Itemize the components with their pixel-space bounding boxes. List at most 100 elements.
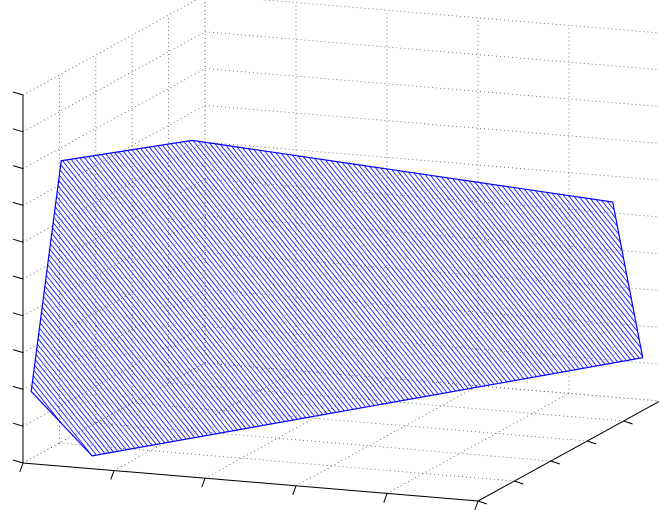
hatch-line bbox=[584, 197, 621, 243]
y-axis-line bbox=[477, 400, 659, 502]
grid-line bbox=[204, 252, 659, 291]
hatch-line bbox=[512, 187, 642, 349]
hatch-line bbox=[31, 385, 63, 424]
x-tick-mark bbox=[19, 462, 24, 473]
hatch-line bbox=[280, 153, 469, 390]
hatch-line bbox=[140, 148, 349, 411]
hatch-line bbox=[562, 194, 628, 276]
hatch-line bbox=[385, 168, 550, 375]
hatch-line bbox=[474, 181, 619, 363]
hatch-line bbox=[253, 149, 448, 393]
hatch-line bbox=[70, 158, 281, 423]
hatch-line bbox=[198, 141, 405, 401]
hatch-line bbox=[75, 158, 285, 422]
x-tick-mark bbox=[201, 478, 206, 488]
grid-line bbox=[204, 325, 659, 365]
hatch-line bbox=[118, 151, 328, 415]
z-tick-mark bbox=[12, 422, 24, 427]
hatch-line bbox=[264, 150, 456, 392]
grid-line bbox=[386, 393, 570, 494]
hatch-line bbox=[153, 146, 362, 409]
hatch-line bbox=[47, 264, 187, 440]
hatch-line bbox=[39, 322, 140, 448]
hatch-line bbox=[358, 164, 529, 379]
hatch-line bbox=[363, 165, 533, 378]
hatch-line bbox=[166, 144, 375, 406]
x-tick-mark bbox=[383, 493, 388, 503]
hatch-line bbox=[192, 140, 401, 402]
hatch-line bbox=[114, 152, 324, 416]
hatch-line bbox=[32, 380, 93, 457]
hatch-line bbox=[347, 162, 520, 380]
hatch-line bbox=[341, 162, 516, 381]
hatch-line bbox=[573, 196, 624, 260]
z-tick-mark bbox=[12, 275, 24, 280]
hatch-line bbox=[52, 227, 217, 435]
hatch-line bbox=[79, 157, 290, 422]
hatch-line bbox=[179, 142, 388, 404]
hatch-line bbox=[41, 312, 149, 447]
hatch-line bbox=[105, 153, 315, 417]
hatch-line bbox=[54, 206, 234, 432]
hatch-line bbox=[336, 161, 512, 382]
hatch-line bbox=[66, 159, 277, 424]
surface-outline bbox=[30, 139, 644, 457]
hatch-line bbox=[42, 301, 157, 445]
hatch-line bbox=[60, 164, 268, 425]
hatch-line bbox=[109, 152, 320, 416]
y-tick-mark bbox=[550, 460, 560, 465]
x-axis-line bbox=[22, 462, 479, 502]
hatch-line bbox=[38, 333, 131, 450]
hatch-line bbox=[380, 167, 546, 376]
z-tick-mark bbox=[12, 238, 24, 243]
hatch-line bbox=[242, 147, 439, 395]
grid-line bbox=[204, 362, 659, 402]
hatch-line bbox=[161, 144, 371, 407]
hatch-line bbox=[43, 296, 161, 444]
hatch-line bbox=[557, 193, 629, 284]
grid-line bbox=[22, 178, 206, 280]
hatch-line bbox=[34, 359, 110, 454]
x-tick-mark bbox=[110, 470, 115, 480]
hatch-line bbox=[601, 200, 617, 219]
grid-line bbox=[204, 105, 659, 144]
hatch-line bbox=[413, 172, 572, 371]
grid-line bbox=[59, 442, 515, 482]
grid-lines bbox=[22, 0, 659, 502]
hatch-line bbox=[46, 269, 183, 441]
hatch-line bbox=[148, 146, 358, 409]
hatch-line bbox=[44, 285, 170, 443]
hatch-line bbox=[501, 185, 640, 359]
hatch-line bbox=[37, 343, 123, 451]
hatch-line bbox=[188, 140, 396, 403]
hatch-line bbox=[595, 199, 618, 227]
hatch-line bbox=[286, 153, 473, 389]
hatch-line bbox=[51, 232, 213, 435]
hatch-line bbox=[418, 173, 576, 371]
hatch-line bbox=[606, 200, 615, 211]
hatch-line bbox=[52, 222, 221, 434]
hatch-line bbox=[446, 177, 597, 367]
grid-line bbox=[204, 215, 659, 255]
hatch-line bbox=[48, 259, 191, 439]
hatch-line bbox=[40, 317, 144, 448]
hatch-line bbox=[62, 160, 273, 425]
hatch-line bbox=[269, 151, 461, 391]
hatch-line bbox=[33, 370, 102, 455]
hatch-line bbox=[402, 170, 563, 373]
hatch-line bbox=[435, 175, 589, 368]
y-tick-mark bbox=[477, 500, 488, 505]
hatch-line bbox=[55, 201, 238, 431]
hatch-line bbox=[157, 145, 367, 408]
y-tick-mark bbox=[587, 440, 597, 445]
hatch-line bbox=[523, 188, 639, 333]
hatch-line bbox=[352, 163, 525, 380]
hatch-line bbox=[297, 155, 482, 387]
hatch-line bbox=[325, 159, 503, 383]
hatch-line bbox=[407, 171, 567, 372]
hatch-line bbox=[479, 182, 623, 362]
hatch-line bbox=[496, 184, 636, 360]
hatch-line bbox=[507, 186, 643, 357]
hatch-line bbox=[92, 155, 302, 419]
